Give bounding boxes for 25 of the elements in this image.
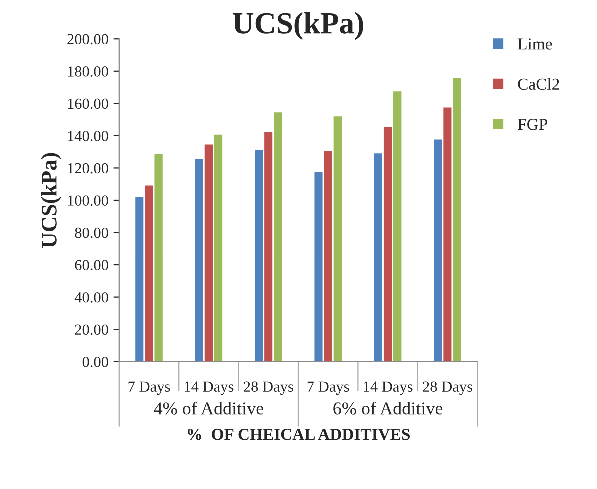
y-tick-label: 0.00	[82, 357, 108, 368]
legend-label: CaCl2	[518, 78, 560, 90]
y-tick-label: 200.00	[68, 34, 108, 45]
y-axis-title: UCS(kPa)	[41, 153, 62, 248]
y-tick-label: 140.00	[68, 131, 108, 142]
x-tick-label: 7 Days	[308, 382, 350, 396]
text: 6% of Additive	[334, 402, 443, 415]
y-tick-label: 60.00	[75, 260, 108, 271]
legend-label: FGP	[518, 119, 548, 130]
y-tick-label: 160.00	[68, 98, 108, 110]
y-tick-label: 20.00	[75, 324, 108, 336]
y-tick-label: 120.00	[68, 163, 108, 174]
y-tick-label: 180.00	[68, 66, 108, 77]
y-tick-label: 40.00	[74, 292, 108, 303]
text: 4% of Additive	[154, 402, 264, 415]
x-tick-label: 14 Days	[364, 382, 413, 396]
chart-title: UCS(kPa)	[233, 12, 364, 40]
x-tick-label: 14 Days	[185, 382, 234, 396]
legend-label: Lime	[518, 38, 552, 50]
y-tick-label: 80.00	[75, 228, 108, 238]
x-axis-title: % OF CHEICAL ADDITIVES	[188, 428, 410, 440]
x-tick-label: 28 Days	[423, 382, 472, 396]
x-tick-label: 7 Days	[128, 382, 170, 396]
y-tick-label: 100.00	[68, 196, 108, 206]
x-tick-label: 28 Days	[244, 382, 294, 396]
